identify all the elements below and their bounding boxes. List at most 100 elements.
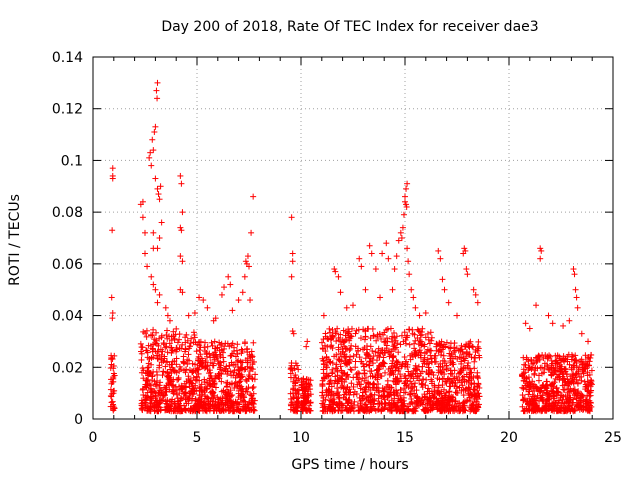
data-point xyxy=(218,401,225,408)
y-tick-label: 0.02 xyxy=(52,360,83,376)
data-point xyxy=(160,357,167,364)
data-point xyxy=(200,407,207,414)
data-point xyxy=(196,391,203,398)
data-point xyxy=(428,334,435,341)
data-point xyxy=(249,361,256,368)
data-point xyxy=(140,392,147,399)
data-point xyxy=(347,345,354,352)
data-point xyxy=(218,346,225,353)
data-point xyxy=(350,383,357,390)
data-point xyxy=(210,362,217,369)
data-point xyxy=(233,399,240,406)
data-point xyxy=(206,350,213,357)
data-point xyxy=(180,353,187,360)
data-point xyxy=(331,390,338,397)
data-point xyxy=(334,325,341,332)
y-axis-label: ROTI / TECUs xyxy=(7,194,23,286)
y-tick-label: 0.14 xyxy=(52,50,83,66)
data-point xyxy=(176,398,183,405)
data-point xyxy=(196,397,203,404)
data-point xyxy=(414,326,421,333)
data-point xyxy=(232,362,239,369)
data-point xyxy=(344,399,351,406)
data-point xyxy=(403,340,410,347)
data-point xyxy=(233,372,240,379)
data-point xyxy=(212,403,219,410)
data-point xyxy=(390,346,397,353)
x-tick-label: 10 xyxy=(292,430,310,446)
data-point xyxy=(208,375,215,382)
data-point xyxy=(183,366,190,373)
data-point xyxy=(250,383,257,390)
data-point xyxy=(402,375,409,382)
data-point xyxy=(382,338,389,345)
data-point xyxy=(164,335,171,342)
data-point xyxy=(194,341,201,348)
data-point xyxy=(108,361,115,368)
data-point xyxy=(236,367,243,374)
data-point xyxy=(171,368,178,375)
data-point xyxy=(155,342,162,349)
data-point xyxy=(350,353,357,360)
data-point xyxy=(245,384,252,391)
data-point xyxy=(148,388,155,395)
data-point xyxy=(353,327,360,334)
data-point xyxy=(214,344,221,351)
data-point xyxy=(238,346,245,353)
data-point xyxy=(150,326,157,333)
x-tick-label: 5 xyxy=(193,430,202,446)
data-point xyxy=(170,407,177,414)
data-point xyxy=(305,386,312,393)
data-point xyxy=(192,396,199,403)
data-point xyxy=(201,376,208,383)
data-point xyxy=(168,349,175,356)
data-point xyxy=(187,340,194,347)
data-point xyxy=(329,369,336,376)
data-point xyxy=(157,346,164,353)
data-point xyxy=(139,365,146,372)
data-point xyxy=(246,351,253,358)
data-point xyxy=(110,365,117,372)
data-point xyxy=(425,385,432,392)
data-point xyxy=(164,327,171,334)
data-point xyxy=(411,390,418,397)
data-point xyxy=(252,371,259,378)
data-point xyxy=(175,376,182,383)
data-point xyxy=(176,336,183,343)
data-point xyxy=(211,349,218,356)
data-point xyxy=(425,336,432,343)
data-point xyxy=(356,354,363,361)
data-point xyxy=(367,335,374,342)
data-point xyxy=(347,335,354,342)
data-point xyxy=(215,374,222,381)
data-point xyxy=(292,374,299,381)
data-point xyxy=(142,396,149,403)
data-point xyxy=(162,406,169,413)
data-point xyxy=(207,405,214,412)
data-point xyxy=(149,346,156,353)
data-point xyxy=(373,384,380,391)
data-point xyxy=(298,384,305,391)
data-point xyxy=(356,370,363,377)
data-point xyxy=(153,402,160,409)
data-point xyxy=(147,342,154,349)
data-point xyxy=(202,393,209,400)
data-point xyxy=(321,342,328,349)
data-point xyxy=(287,364,294,371)
data-point xyxy=(180,359,187,366)
data-point xyxy=(343,361,350,368)
data-point xyxy=(306,407,313,414)
data-point xyxy=(380,360,387,367)
data-point xyxy=(163,343,170,350)
data-point xyxy=(394,359,401,366)
data-point xyxy=(295,398,302,405)
data-point xyxy=(301,392,308,399)
data-point xyxy=(220,358,227,365)
data-point xyxy=(109,398,116,405)
data-point xyxy=(207,389,214,396)
data-point xyxy=(421,341,428,348)
data-point xyxy=(207,359,214,366)
data-point xyxy=(329,360,336,367)
data-point xyxy=(408,380,415,387)
